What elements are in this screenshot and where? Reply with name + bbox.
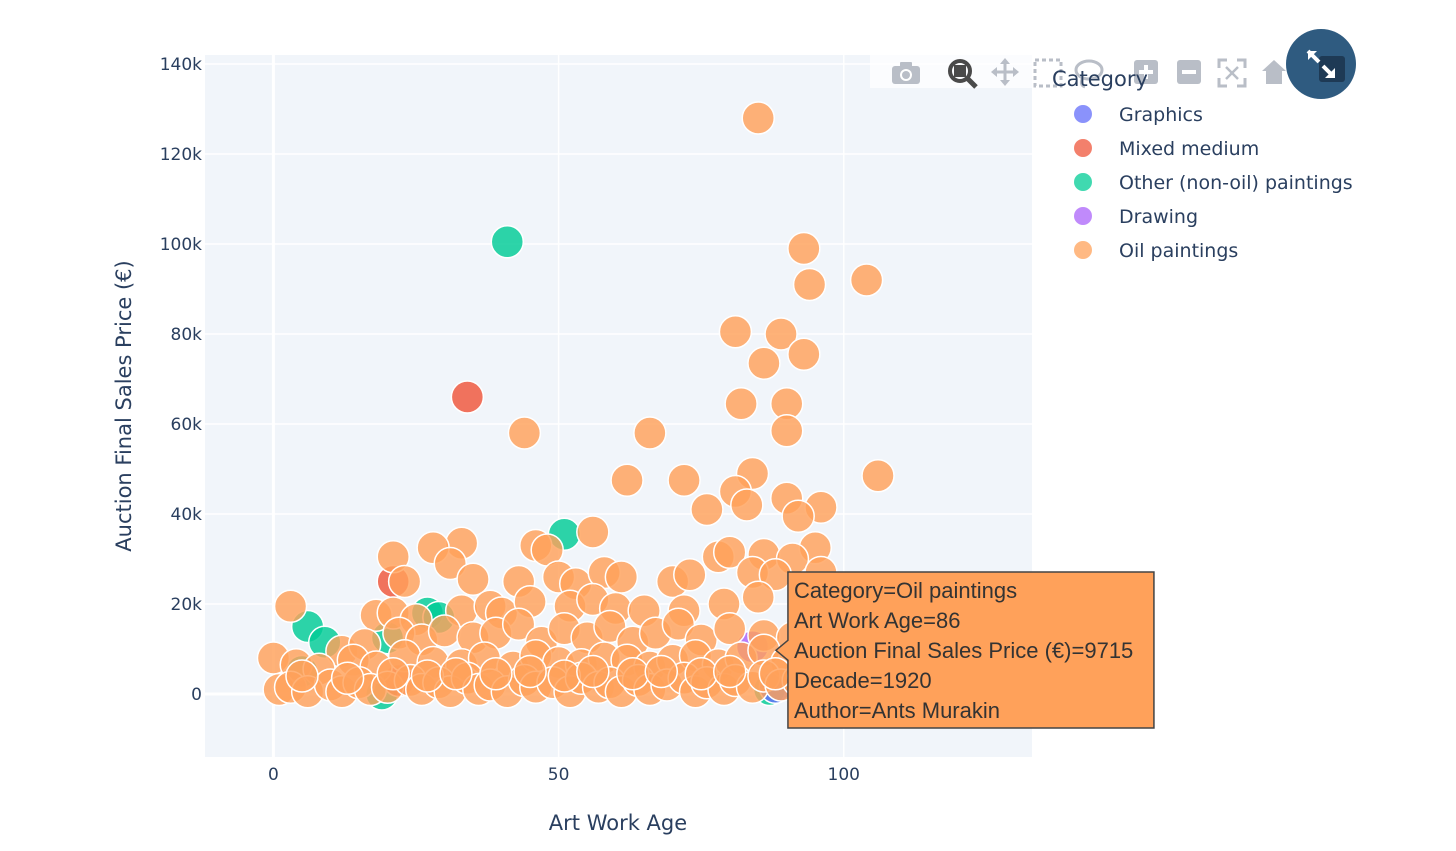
tooltip-line: Author=Ants Murakin xyxy=(794,698,1000,723)
x-tick-label: 100 xyxy=(828,765,860,785)
data-point[interactable] xyxy=(610,463,644,497)
x-axis-title: Art Work Age xyxy=(549,811,687,835)
data-point[interactable] xyxy=(633,416,667,450)
zoom-out-icon[interactable] xyxy=(1177,60,1201,84)
legend-label: Drawing xyxy=(1119,206,1198,228)
data-point[interactable] xyxy=(513,654,547,689)
data-point[interactable] xyxy=(501,607,536,641)
legend-item[interactable]: Graphics xyxy=(1074,104,1203,126)
data-point[interactable] xyxy=(787,231,821,266)
legend-label: Graphics xyxy=(1119,104,1203,126)
y-tick-label: 20k xyxy=(171,595,203,615)
data-point[interactable] xyxy=(490,225,525,259)
data-point[interactable] xyxy=(690,492,724,527)
legend-marker xyxy=(1074,241,1092,259)
data-point[interactable] xyxy=(330,661,365,695)
data-point[interactable] xyxy=(781,499,815,533)
y-tick-label: 40k xyxy=(171,505,203,525)
legend-marker xyxy=(1074,207,1092,225)
legend-label: Other (non-oil) paintings xyxy=(1119,172,1353,194)
data-point[interactable] xyxy=(849,263,884,297)
data-point[interactable] xyxy=(576,515,610,549)
legend-item[interactable]: Other (non-oil) paintings xyxy=(1074,172,1353,194)
data-point[interactable] xyxy=(644,654,679,689)
tooltip-line: Auction Final Sales Price (€)=9715 xyxy=(794,638,1133,663)
data-point[interactable] xyxy=(792,267,827,302)
y-axis-ticks: 0 20k 40k 60k 80k 100k 120k 140k xyxy=(160,55,202,705)
legend-label: Oil paintings xyxy=(1119,240,1238,262)
data-point[interactable] xyxy=(604,560,639,594)
data-point[interactable] xyxy=(673,558,707,592)
data-point[interactable] xyxy=(758,657,793,691)
x-axis-ticks: 0 50 100 xyxy=(268,765,860,785)
data-point[interactable] xyxy=(861,459,895,493)
zoom-icon[interactable] xyxy=(948,59,978,89)
legend-marker xyxy=(1074,139,1092,157)
data-point[interactable] xyxy=(712,612,747,646)
legend-marker xyxy=(1074,105,1092,123)
autoscale-icon[interactable] xyxy=(1217,58,1247,88)
legend-title: Category xyxy=(1052,67,1148,91)
data-point[interactable] xyxy=(576,654,610,689)
x-tick-label: 0 xyxy=(268,765,279,785)
y-axis-title: Auction Final Sales Price (€) xyxy=(112,260,136,551)
data-point[interactable] xyxy=(712,654,747,689)
x-tick-label: 50 xyxy=(548,765,570,785)
data-point[interactable] xyxy=(410,659,445,693)
data-point[interactable] xyxy=(427,614,462,648)
collapse-button[interactable] xyxy=(1286,29,1356,99)
y-tick-label: 100k xyxy=(160,235,202,255)
lasso-select-icon[interactable] xyxy=(1074,59,1104,89)
legend: Category Graphics Mixed medium Other (non-… xyxy=(1052,67,1353,262)
data-point[interactable] xyxy=(273,589,308,623)
data-point[interactable] xyxy=(616,657,650,691)
legend-label: Mixed medium xyxy=(1119,138,1259,160)
data-point[interactable] xyxy=(376,657,410,691)
data-point[interactable] xyxy=(787,337,821,371)
y-tick-label: 80k xyxy=(171,325,203,345)
legend-item[interactable]: Oil paintings xyxy=(1074,240,1238,262)
collapse-icon xyxy=(1306,49,1335,78)
legend-marker xyxy=(1074,173,1092,191)
pan-icon[interactable] xyxy=(991,58,1019,86)
reset-axes-icon[interactable] xyxy=(1262,60,1286,84)
y-tick-label: 140k xyxy=(160,55,202,75)
legend-item[interactable]: Mixed medium xyxy=(1074,138,1259,160)
data-point[interactable] xyxy=(764,317,798,351)
data-point[interactable] xyxy=(724,387,758,421)
data-point[interactable] xyxy=(741,580,775,614)
data-point[interactable] xyxy=(718,315,753,349)
data-point[interactable] xyxy=(712,535,747,569)
tooltip-line: Category=Oil paintings xyxy=(794,578,1017,603)
data-point[interactable] xyxy=(684,657,718,691)
data-point[interactable] xyxy=(770,414,804,448)
legend-item[interactable]: Drawing xyxy=(1074,206,1198,228)
y-tick-label: 60k xyxy=(171,415,203,435)
tooltip-line: Decade=1920 xyxy=(794,668,932,693)
data-point[interactable] xyxy=(547,659,582,693)
data-point[interactable] xyxy=(456,562,490,596)
tooltip-line: Art Work Age=86 xyxy=(794,608,961,633)
data-point[interactable] xyxy=(507,416,542,450)
data-point[interactable] xyxy=(450,380,485,414)
box-select-icon[interactable] xyxy=(1033,58,1063,88)
data-point[interactable] xyxy=(667,463,701,497)
data-point[interactable] xyxy=(730,488,764,522)
data-point[interactable] xyxy=(285,659,319,693)
hover-tooltip: Category=Oil paintings Art Work Age=86 Auc… xyxy=(774,571,1155,729)
data-point[interactable] xyxy=(747,346,781,380)
modebar xyxy=(870,55,1290,89)
data-point[interactable] xyxy=(741,101,775,135)
y-tick-label: 0 xyxy=(191,685,202,705)
zoom-in-icon[interactable] xyxy=(1134,60,1158,84)
data-point[interactable] xyxy=(387,564,422,599)
y-tick-label: 120k xyxy=(160,145,202,165)
camera-icon[interactable] xyxy=(892,62,920,84)
data-point[interactable] xyxy=(479,657,513,691)
data-point[interactable] xyxy=(439,657,473,691)
